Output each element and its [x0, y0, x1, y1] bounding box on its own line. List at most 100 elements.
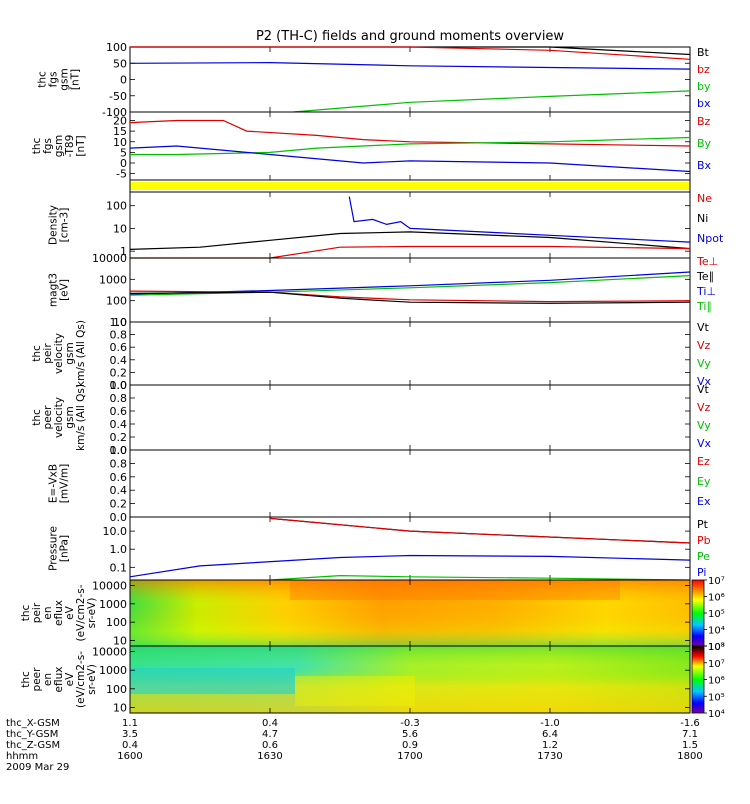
- y-axis-label: gsm: [53, 135, 65, 157]
- xaxis-date: 2009 Mar 29: [6, 762, 69, 773]
- y-tick-label: 0.2: [110, 431, 128, 444]
- xaxis-value: 1630: [257, 751, 282, 762]
- y-axis-label: km/s (All Qs): [75, 384, 87, 451]
- y-axis-label: thc: [20, 605, 32, 622]
- spectrogram-patch: [295, 676, 415, 706]
- series-line-npot: [348, 196, 691, 243]
- series-line-by: [293, 90, 691, 113]
- y-tick-label: 1: [120, 245, 127, 258]
- legend-vt: Vt: [697, 383, 710, 396]
- y-axis-label: eV: [64, 672, 76, 686]
- legend-te⊥: Te⊥: [696, 255, 718, 268]
- colorbar-tick-label: 10⁴: [708, 626, 725, 637]
- y-tick-label: 100: [106, 295, 127, 308]
- y-tick-label: 0.4: [110, 354, 128, 367]
- colorbar-tick-label: 10⁶: [708, 593, 725, 604]
- colorbar-tick-label: 10⁵: [708, 609, 725, 620]
- legend-npot: Npot: [697, 232, 724, 245]
- y-axis-label: eflux: [53, 600, 65, 626]
- y-tick-label: 20: [113, 115, 127, 128]
- y-tick-label: 10000: [92, 580, 127, 593]
- y-axis-label: [cm-3]: [59, 208, 71, 243]
- y-tick-label: 100: [106, 41, 127, 54]
- spectrogram-overlay: [130, 580, 690, 646]
- series-line-ti⊥: [129, 271, 691, 295]
- panel-pressure: 10.0 1.0 0.1 Pressure [nPa] Pt Pb Pe Pi: [48, 516, 711, 581]
- y-tick-label: 0.0: [110, 444, 128, 457]
- y-axis-label: en: [42, 673, 54, 686]
- legend-bz: bz: [697, 63, 710, 76]
- legend-ez: Ez: [697, 455, 710, 468]
- legend-ti⊥: Ti⊥: [696, 285, 716, 298]
- y-tick-label: 1.0: [110, 316, 128, 329]
- legend-ti∥: Ti∥: [696, 300, 712, 313]
- xaxis-value: -1.0: [540, 718, 560, 729]
- y-tick-label: 10000: [92, 646, 127, 659]
- y-axis-label: gsm: [64, 342, 76, 364]
- series-line-bz: [129, 119, 691, 147]
- spectrogram-patch: [290, 580, 620, 600]
- y-axis-label: velocity: [53, 397, 65, 438]
- panel-mode_bar: [129, 179, 691, 193]
- legend-pt: Pt: [697, 518, 709, 531]
- y-tick-label: 0.1: [110, 561, 128, 574]
- y-tick-label: 50: [113, 57, 127, 70]
- y-tick-label: 1000: [99, 664, 127, 677]
- y-axis-label: thc: [20, 671, 32, 688]
- legend-bx: Bx: [697, 159, 712, 172]
- xaxis-row-label: hhmm: [6, 751, 38, 762]
- y-axis-label: (eV/cm2-s-: [75, 651, 87, 708]
- xaxis-value: 1.2: [542, 740, 558, 751]
- legend-bt: Bt: [697, 46, 710, 59]
- y-axis-label: [mV/m]: [59, 464, 71, 503]
- panel-frame: [129, 191, 691, 259]
- series-line-bz: [130, 46, 691, 60]
- xaxis-value: 1800: [677, 751, 702, 762]
- panel-density: 100 10 1 Density [cm-3] Ne Ni Npot: [48, 191, 724, 259]
- xaxis-value: 3.5: [122, 729, 138, 740]
- y-axis-label: velocity: [53, 333, 65, 374]
- y-axis-label: Pressure: [48, 526, 60, 571]
- y-axis-label: thc: [31, 345, 43, 362]
- panel-fgs: 100 50 0 -50 -100 thc fgs gsm [nT] Bt bz by bx: [37, 41, 711, 119]
- legend-by: By: [697, 137, 712, 150]
- panel-peer_spec: 10⁸ 10⁷ 10⁶ 10⁵ 10⁴ 10000 1000 100 10 thc peer en ef…: [20, 642, 725, 720]
- y-tick-label: 5: [120, 146, 127, 159]
- y-axis-label: thc: [31, 409, 43, 426]
- xaxis-value: 0.4: [122, 740, 138, 751]
- y-axis-label: [nPa]: [59, 535, 71, 562]
- series-line-pi: [129, 554, 691, 578]
- legend-bx: bx: [697, 97, 711, 110]
- y-tick-label: 0: [120, 157, 127, 170]
- mode-bar: [130, 182, 690, 190]
- xaxis-value: 5.6: [402, 729, 418, 740]
- y-axis-label: peer: [42, 405, 54, 430]
- y-axis-label: fgs: [42, 138, 54, 154]
- y-tick-label: 0.8: [110, 392, 128, 405]
- y-axis-label: thc: [31, 138, 43, 155]
- y-axis-label: peer: [31, 667, 43, 692]
- y-tick-label: 0: [120, 74, 127, 87]
- colorbar-tick-label: 10³: [708, 642, 725, 653]
- y-axis-label: [eV]: [59, 279, 71, 301]
- legend-te∥: Te∥: [696, 270, 714, 283]
- xaxis-value: 0.6: [262, 740, 278, 751]
- xaxis-value: 0.4: [262, 718, 278, 729]
- x-axis-annotation: thc_X-GSM thc_Y-GSM thc_Z-GSM hhmm 2009 …: [6, 718, 703, 773]
- xaxis-value: -1.6: [680, 718, 700, 729]
- y-tick-label: 0.4: [110, 484, 128, 497]
- panel-frame: [129, 257, 691, 323]
- xaxis-value: 1700: [397, 751, 422, 762]
- y-tick-label: -5: [116, 168, 127, 181]
- y-axis-label: -T89: [64, 135, 76, 158]
- y-tick-label: 10: [113, 701, 127, 714]
- panel-temperature: 10000 1000 100 10 magt3 [eV] Te⊥ Te∥ Ti⊥ Ti∥: [48, 252, 719, 329]
- legend-pe: Pe: [697, 550, 710, 563]
- xaxis-value: 1.5: [682, 740, 698, 751]
- y-tick-label: -100: [102, 106, 127, 119]
- panel-frame: [129, 516, 691, 581]
- y-axis-label: km/s (All Qs): [75, 320, 87, 387]
